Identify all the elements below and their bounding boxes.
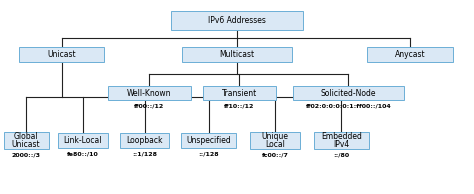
Text: Transient: Transient (222, 89, 257, 98)
Text: IPv4: IPv4 (333, 140, 349, 149)
Text: ff00::/12: ff00::/12 (134, 104, 164, 109)
Text: ::/128: ::/128 (198, 151, 219, 156)
Text: Loopback: Loopback (126, 136, 163, 145)
FancyBboxPatch shape (367, 47, 453, 62)
Text: IPv6 Addresses: IPv6 Addresses (208, 16, 266, 25)
FancyBboxPatch shape (171, 11, 303, 30)
Text: Embedded: Embedded (321, 132, 362, 141)
FancyBboxPatch shape (250, 132, 300, 149)
Text: ff10::/12: ff10::/12 (224, 104, 255, 109)
Text: ::1/128: ::1/128 (132, 151, 157, 156)
Text: fc00::/7: fc00::/7 (262, 153, 288, 158)
Text: ff02:0:0:0:0:1:ff00::/104: ff02:0:0:0:0:1:ff00::/104 (306, 104, 391, 109)
FancyBboxPatch shape (119, 133, 169, 148)
Text: Solicited-Node: Solicited-Node (320, 89, 376, 98)
FancyBboxPatch shape (314, 132, 368, 149)
Text: Global: Global (14, 132, 38, 141)
FancyBboxPatch shape (182, 47, 292, 62)
Text: Well-Known: Well-Known (127, 89, 172, 98)
Text: Anycast: Anycast (395, 50, 425, 59)
Text: 2000::/3: 2000::/3 (11, 153, 41, 158)
FancyBboxPatch shape (3, 132, 48, 149)
FancyBboxPatch shape (108, 86, 191, 100)
Text: Unspecified: Unspecified (186, 136, 231, 145)
Text: Unicast: Unicast (12, 140, 40, 149)
Text: Unicast: Unicast (47, 50, 76, 59)
Text: ::/80: ::/80 (333, 153, 349, 158)
Text: Unique: Unique (262, 132, 288, 141)
Text: Local: Local (265, 140, 285, 149)
FancyBboxPatch shape (292, 86, 404, 100)
FancyBboxPatch shape (19, 47, 104, 62)
FancyBboxPatch shape (58, 133, 108, 148)
Text: Multicast: Multicast (219, 50, 255, 59)
FancyBboxPatch shape (202, 86, 276, 100)
Text: fe80::/10: fe80::/10 (67, 151, 99, 156)
Text: Link-Local: Link-Local (64, 136, 102, 145)
FancyBboxPatch shape (181, 133, 236, 148)
